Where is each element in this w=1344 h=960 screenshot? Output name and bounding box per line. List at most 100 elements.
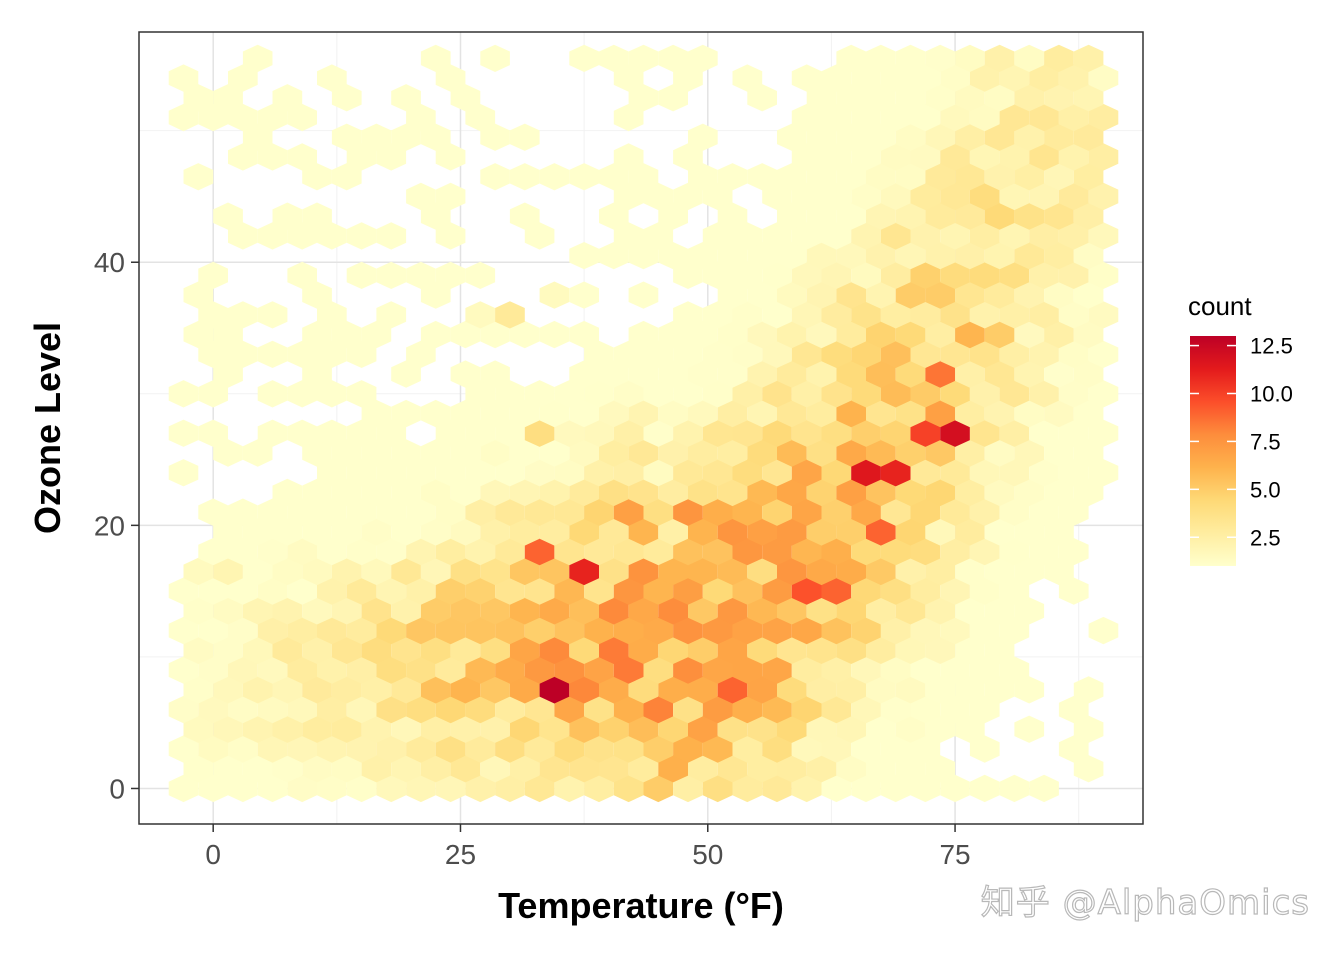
hex-bin bbox=[495, 538, 525, 566]
hex-bin bbox=[673, 459, 703, 487]
hex-bin bbox=[584, 656, 614, 684]
hex-bin bbox=[969, 182, 1000, 211]
hex-bin bbox=[999, 182, 1030, 211]
hex-bin bbox=[732, 616, 763, 645]
hex-bin bbox=[658, 557, 688, 586]
hex-bin bbox=[257, 577, 288, 605]
hex-bin bbox=[331, 597, 362, 625]
hex-bin bbox=[302, 518, 332, 546]
hex-bin bbox=[851, 64, 881, 92]
hex-bin bbox=[257, 695, 288, 724]
hex-bin bbox=[866, 202, 896, 230]
hex-bin bbox=[376, 261, 407, 289]
hex-bin bbox=[287, 774, 317, 803]
hex-bin bbox=[376, 538, 407, 566]
hex-bin bbox=[1044, 242, 1074, 270]
hex-bin bbox=[1088, 380, 1119, 408]
hex-bin bbox=[317, 538, 347, 566]
hex-bin bbox=[851, 222, 881, 250]
hex-bin bbox=[287, 103, 317, 132]
hex-bin bbox=[1029, 103, 1059, 132]
hex-bin bbox=[302, 320, 332, 349]
hex-bin bbox=[1029, 419, 1059, 447]
hex-bin bbox=[1058, 538, 1089, 566]
hex-bin bbox=[361, 439, 392, 467]
hex-bin bbox=[599, 715, 629, 743]
hex-bin bbox=[836, 399, 866, 428]
hex-bin bbox=[925, 202, 956, 230]
hex-bin bbox=[732, 656, 763, 684]
hex-bin bbox=[569, 320, 599, 349]
hex-bin bbox=[747, 478, 777, 507]
hex-bin bbox=[228, 64, 258, 92]
hex-bin bbox=[984, 123, 1015, 151]
hex-bin bbox=[673, 301, 703, 329]
hex-bin bbox=[821, 774, 852, 803]
hex-bin bbox=[762, 182, 792, 211]
hex-bin bbox=[895, 84, 926, 112]
hex-bin bbox=[554, 735, 585, 763]
hex-bin bbox=[524, 498, 555, 526]
hex-bin bbox=[495, 498, 525, 526]
hex-bin bbox=[880, 538, 911, 566]
hex-bin bbox=[346, 498, 377, 526]
hex-bin bbox=[287, 498, 317, 526]
hex-bin bbox=[1058, 695, 1089, 724]
hex-bin bbox=[450, 636, 481, 664]
hex-bin bbox=[391, 478, 421, 507]
hex-bin bbox=[955, 478, 985, 507]
hex-bin bbox=[242, 597, 273, 625]
hex-bin bbox=[495, 695, 525, 724]
hex-bin bbox=[168, 577, 199, 605]
hex-bin bbox=[228, 774, 258, 803]
hex-bin bbox=[747, 557, 777, 586]
hex-bin bbox=[940, 261, 970, 289]
hex-bin bbox=[228, 735, 258, 763]
hex-bin bbox=[969, 498, 1000, 526]
hex-bin bbox=[628, 320, 659, 349]
hex-bin bbox=[955, 636, 985, 664]
hex-bin bbox=[287, 380, 317, 408]
hex-bin bbox=[524, 695, 555, 724]
hex-bin bbox=[1044, 163, 1074, 191]
hex-bin bbox=[613, 182, 644, 211]
hex-bin bbox=[584, 498, 614, 526]
hex-bin bbox=[895, 557, 926, 586]
hex-bin bbox=[866, 439, 896, 467]
hex-bin bbox=[821, 656, 852, 684]
hex-bin bbox=[228, 103, 258, 132]
hex-bin bbox=[955, 123, 985, 151]
hex-bin bbox=[361, 715, 392, 743]
hex-bin bbox=[628, 163, 659, 191]
hex-bin bbox=[1029, 774, 1059, 803]
hex-bin bbox=[688, 518, 718, 546]
hex-bin bbox=[984, 202, 1015, 230]
hex-bin bbox=[821, 735, 852, 763]
hex-bin bbox=[539, 478, 570, 507]
hex-bin bbox=[213, 676, 243, 704]
hex-bin bbox=[509, 320, 540, 349]
hex-bin bbox=[198, 498, 228, 526]
hex-bin bbox=[272, 202, 303, 230]
hex-bin bbox=[420, 755, 451, 783]
hex-bin bbox=[272, 518, 303, 546]
hex-bin bbox=[406, 616, 436, 645]
hex-bin bbox=[213, 518, 243, 546]
hex-bin bbox=[702, 182, 733, 211]
hex-bin bbox=[242, 123, 273, 151]
hex-bin bbox=[198, 103, 228, 132]
hex-bin bbox=[450, 518, 481, 546]
hex-bin bbox=[940, 656, 970, 684]
hex-bin bbox=[168, 380, 199, 408]
hex-bin bbox=[1073, 715, 1104, 743]
hex-bin bbox=[673, 577, 703, 605]
hex-bin bbox=[376, 301, 407, 329]
hex-bin bbox=[257, 340, 288, 368]
hex-bin bbox=[302, 597, 332, 625]
hex-bin bbox=[910, 616, 941, 645]
hex-bin bbox=[836, 518, 866, 546]
hex-bin bbox=[435, 459, 466, 487]
hex-bin bbox=[910, 459, 941, 487]
hex-bin bbox=[940, 222, 970, 250]
hex-bin bbox=[777, 676, 807, 704]
